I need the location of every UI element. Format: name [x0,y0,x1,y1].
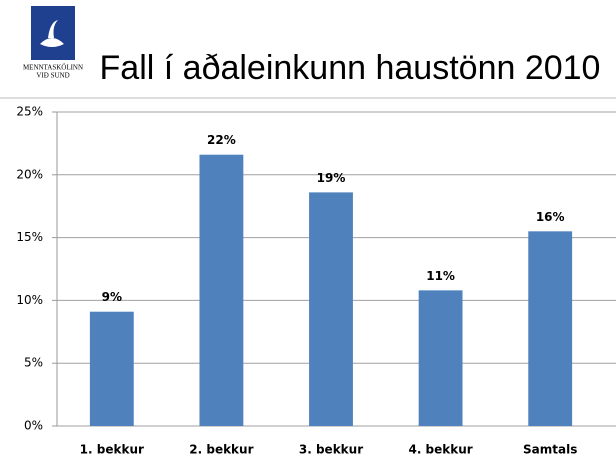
data-label: 19% [317,171,346,185]
bar [528,231,573,426]
bar [309,192,353,426]
bar [418,290,463,426]
data-label: 9% [102,290,122,304]
x-tick-label: 3. bekkur [299,443,363,457]
bar [89,311,134,426]
data-label: 11% [426,269,455,283]
y-tick-label: 0% [24,419,43,433]
chart-title: Fall í aðaleinkunn haustönn 2010 [100,49,601,87]
y-tick-label: 5% [24,356,43,370]
y-tick-label: 25% [16,105,43,119]
bar [199,154,244,427]
x-tick-label: Samtals [523,443,577,457]
y-tick-label: 10% [16,293,43,307]
x-tick-label: 4. bekkur [408,443,472,457]
logo-swan [40,20,64,47]
logo: MENNTASKÓLINN VIÐ SUND [23,6,83,80]
x-tick-label: 1. bekkur [80,443,144,457]
y-tick-label: 20% [16,167,43,181]
logo-text: MENNTASKÓLINN [23,64,83,72]
x-tick-label: 2. bekkur [189,443,253,457]
logo-text: VIÐ SUND [36,72,69,80]
data-label: 16% [536,210,565,224]
y-tick-label: 15% [16,230,43,244]
data-label: 22% [207,133,236,147]
